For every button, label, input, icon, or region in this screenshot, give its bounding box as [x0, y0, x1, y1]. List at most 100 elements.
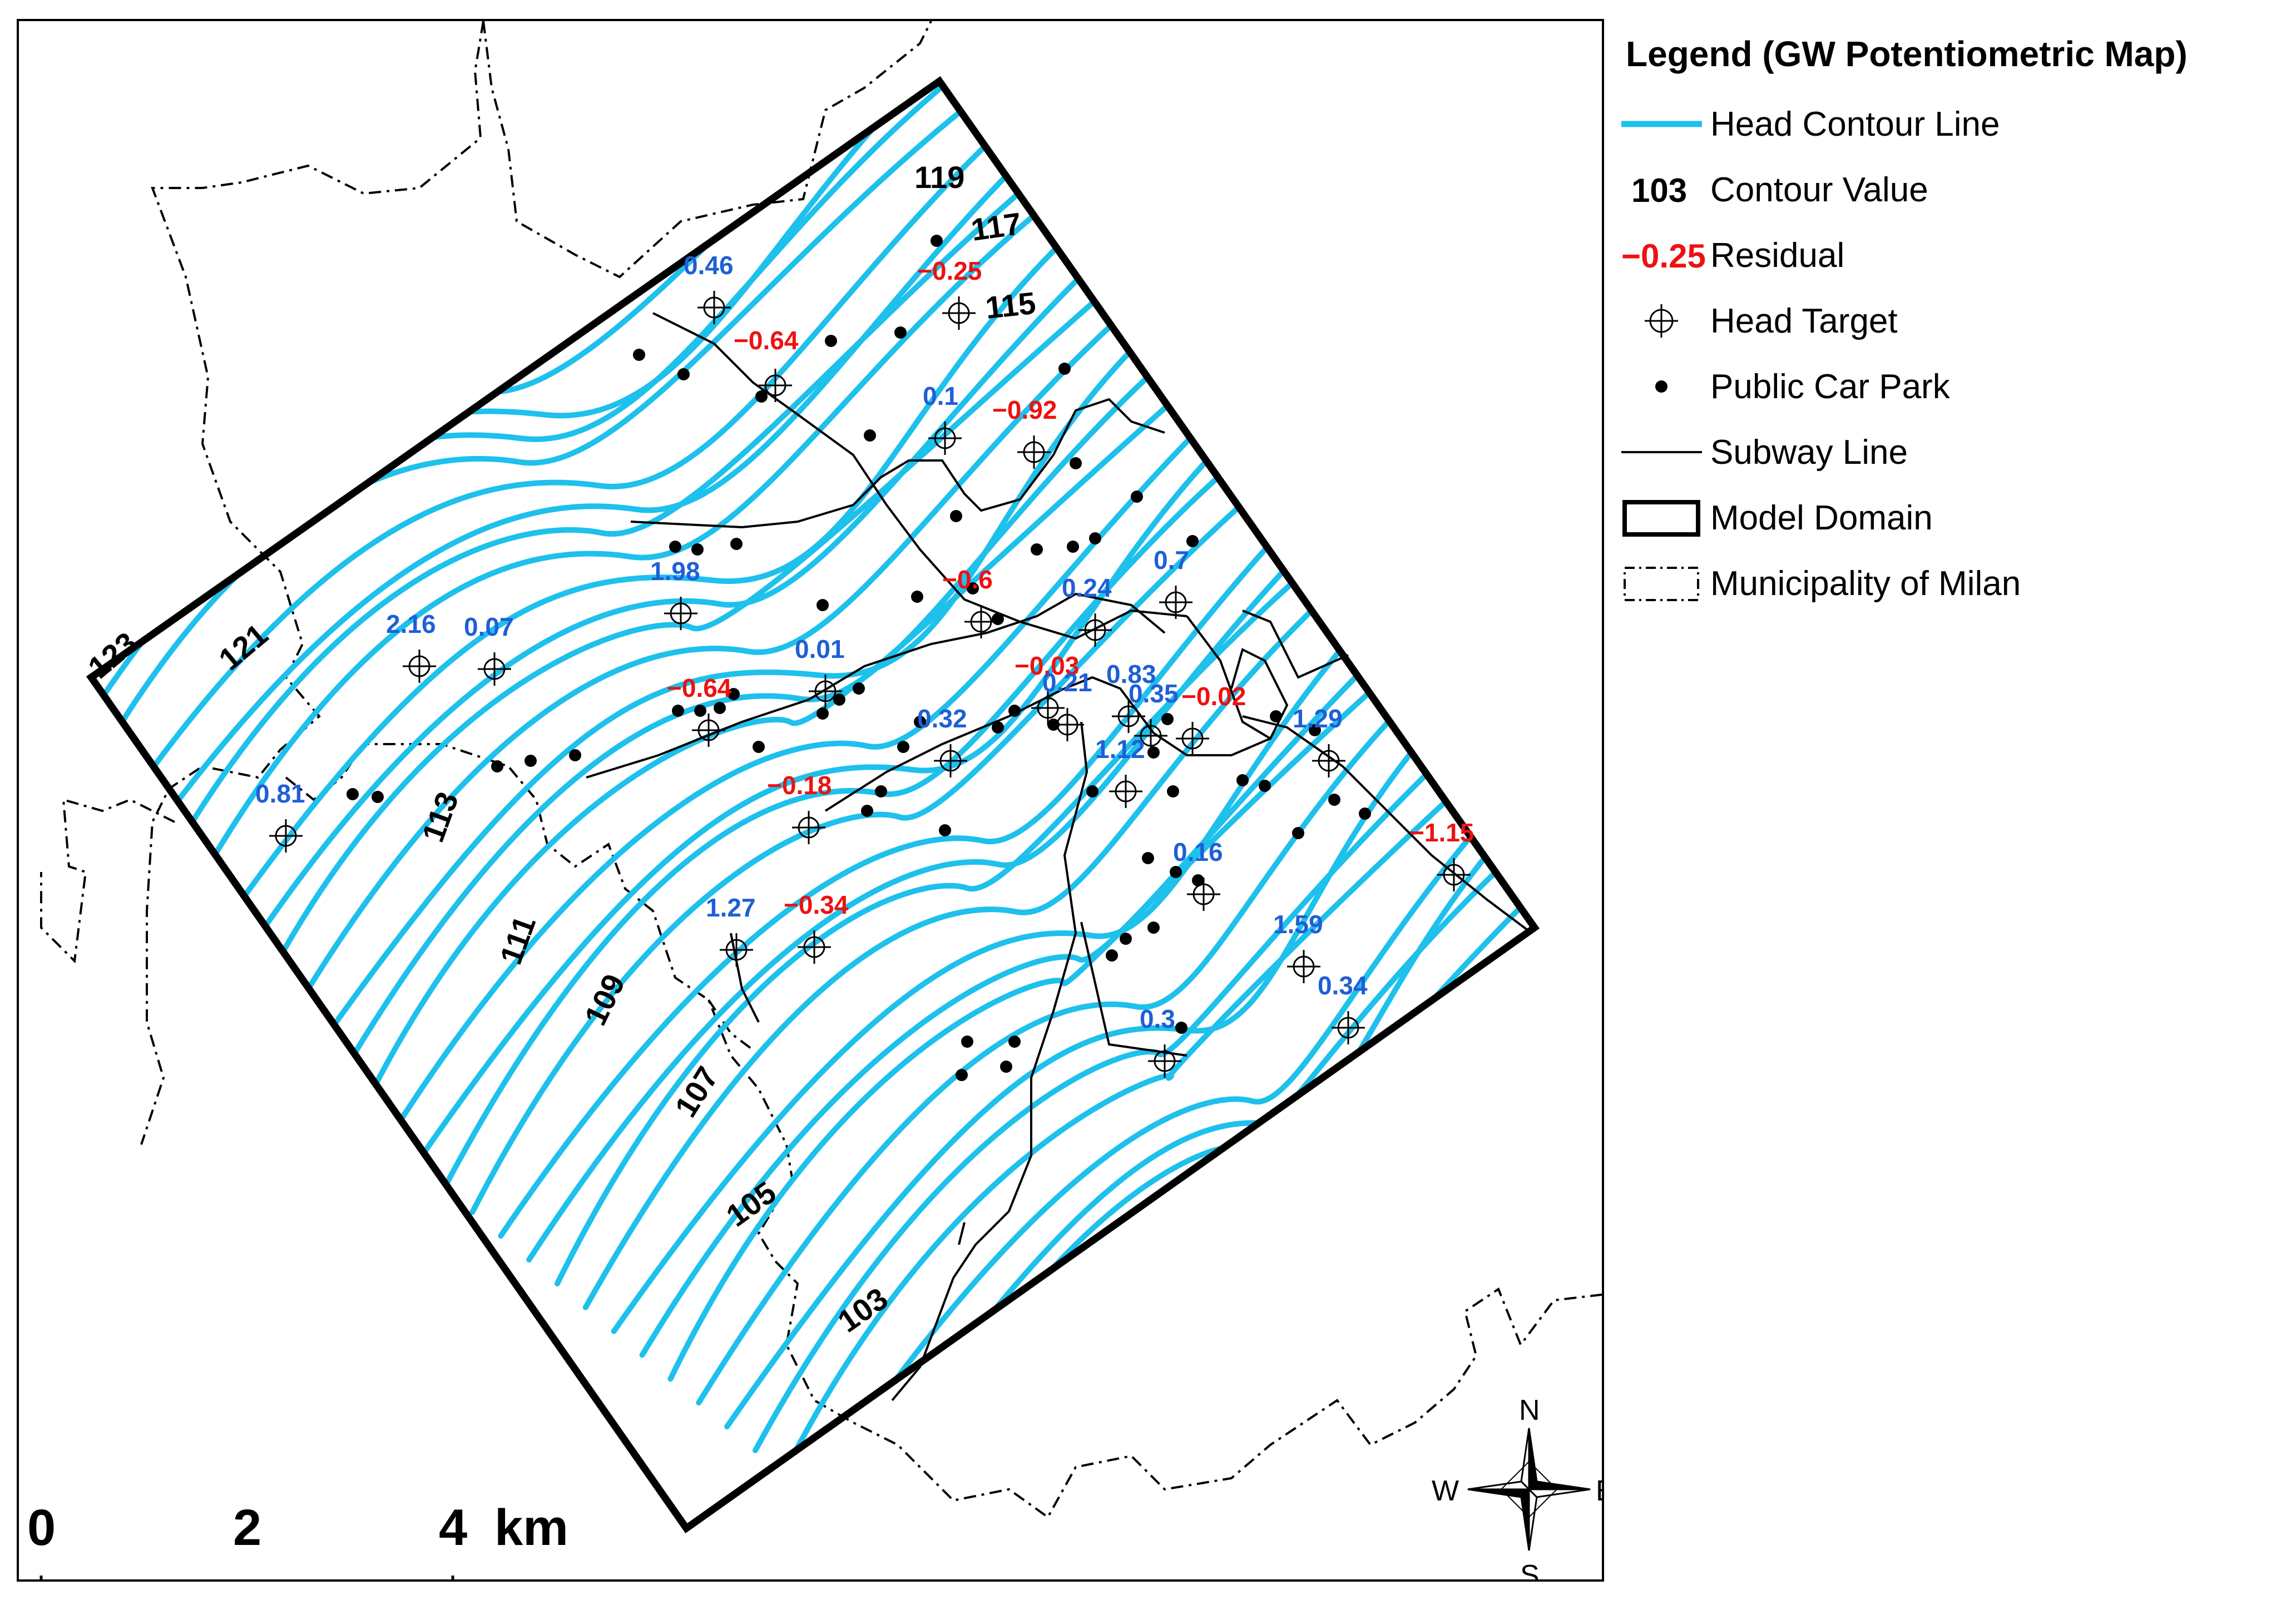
residual-label: 2.16 — [386, 610, 436, 638]
legend-item-subway-line: Subway Line — [1621, 419, 2289, 485]
public-car-park-dot — [950, 510, 962, 522]
head-contour-line — [667, 551, 1535, 1382]
public-car-park-dot — [1086, 785, 1098, 797]
residual-label: 0.16 — [1173, 838, 1223, 866]
head-contour-line — [780, 645, 1535, 1477]
head-contour-line — [328, 268, 1280, 1096]
public-car-park-dot — [1131, 491, 1143, 503]
public-car-park-dot — [1167, 785, 1179, 797]
head-target-icon — [1017, 435, 1051, 469]
legend-label: Subway Line — [1710, 433, 1908, 472]
public-car-park-dot — [1008, 705, 1021, 717]
public-car-park-dot — [1192, 874, 1204, 886]
public-car-park-dot — [939, 824, 951, 836]
legend: Legend (GW Potentiometric Map) Head Cont… — [1621, 33, 2289, 616]
head-target-icon — [1051, 708, 1084, 741]
public-car-park-dot — [1359, 808, 1371, 820]
head-target-icon — [692, 714, 725, 747]
residual-label: 0.24 — [1062, 573, 1112, 602]
public-car-park-dot — [372, 791, 384, 803]
public-car-park-dot — [730, 538, 743, 550]
head-contour-line — [130, 103, 1130, 929]
residual-label: 0.32 — [917, 704, 967, 733]
head-target-icon — [1187, 878, 1220, 911]
south-label: S — [1520, 1559, 1540, 1579]
public-car-park-dot — [1236, 774, 1249, 786]
public-car-park-dot — [1161, 713, 1174, 725]
public-car-park-dot — [817, 707, 829, 720]
head-contour-line — [809, 668, 1535, 1501]
public-car-park-dot — [967, 582, 979, 595]
residual-labels: 0.46 −0.25 −0.64 0.1 −0.92 1.98 2.16 0.07 0.7 −0.… — [255, 251, 1474, 1033]
residual-label: −0.18 — [767, 771, 832, 800]
head-contour-line — [243, 197, 1215, 1024]
head-contour-line — [186, 151, 1172, 977]
head-contour-line — [582, 480, 1473, 1310]
legend-item-contour-line: Head Contour Line — [1621, 91, 2289, 157]
contour-value-labels: 123 121 119 117 115 113 111 109 107 105 … — [81, 160, 1037, 1339]
legend-label: Head Contour Line — [1710, 105, 2000, 143]
head-target-icon — [269, 819, 303, 853]
public-car-park-dot — [911, 591, 923, 603]
public-car-park-dot — [864, 429, 876, 442]
head-target-icon — [1109, 775, 1142, 808]
public-car-park-dot — [1270, 710, 1282, 722]
public-car-park-dot — [1106, 949, 1118, 962]
scale-tick-4: 4 — [439, 1499, 467, 1556]
residual-label: 1.59 — [1273, 910, 1323, 939]
head-target-icon — [934, 744, 967, 777]
head-contour-line — [922, 762, 1535, 1528]
public-car-park-dot — [825, 335, 837, 347]
residual-label: −0.64 — [667, 673, 732, 702]
model-domain — [86, 76, 1540, 1534]
public-car-park-dot — [1070, 457, 1082, 469]
public-car-park-dot — [347, 788, 359, 800]
legend-label: Contour Value — [1710, 170, 1928, 209]
scale-unit: km — [494, 1499, 568, 1556]
legend-item-contour-value: 103 Contour Value — [1621, 157, 2289, 222]
residual-label: 1.12 — [1095, 735, 1145, 764]
public-car-park-dot — [1031, 543, 1043, 556]
public-car-park-dot — [1292, 827, 1304, 839]
head-contour-line — [215, 174, 1194, 1000]
model-domain-swatch — [1622, 500, 1700, 537]
head-contour-line — [639, 527, 1516, 1358]
public-car-park-dot — [1120, 933, 1132, 945]
head-target-icon — [792, 811, 825, 844]
head-target-icon — [809, 675, 842, 708]
public-car-park-dot — [992, 721, 1004, 734]
public-car-park-dot — [1008, 1036, 1021, 1048]
west-label: W — [1432, 1475, 1459, 1507]
legend-label: Model Domain — [1710, 498, 1933, 537]
head-contour-line — [469, 386, 1387, 1215]
head-contour-line — [413, 339, 1344, 1167]
residual-label: 1.29 — [1293, 704, 1343, 733]
residual-label: 0.07 — [464, 612, 514, 641]
head-target-icon — [1645, 304, 1678, 338]
public-car-park-dot — [956, 1069, 968, 1081]
public-car-park-dot — [833, 693, 845, 706]
head-contour-line — [102, 81, 1108, 905]
public-car-park-dot — [1259, 780, 1271, 792]
head-target-icon — [1134, 719, 1167, 752]
contour-label: 113 — [415, 787, 465, 846]
public-car-park-dot — [633, 349, 645, 361]
head-target-icon — [1148, 1044, 1181, 1078]
head-contour-line — [696, 574, 1535, 1406]
public-car-park-dot — [992, 613, 1004, 625]
head-targets — [269, 291, 1471, 1078]
residual-swatch: −0.25 — [1621, 237, 1706, 275]
map-frame: 123 121 119 117 115 113 111 109 107 105 … — [17, 19, 1604, 1582]
legend-item-head-target: Head Target — [1621, 288, 2289, 354]
head-contour-line — [159, 127, 1151, 953]
head-target-icon — [1112, 700, 1145, 733]
public-car-park-dot — [1147, 746, 1160, 759]
public-car-park-dot — [914, 716, 926, 728]
contour-label: 117 — [969, 206, 1023, 247]
north-label: N — [1519, 1394, 1540, 1426]
head-contour-line — [526, 433, 1430, 1263]
residual-label: 0.1 — [923, 382, 958, 410]
residual-label: −0.34 — [784, 890, 849, 919]
head-contour-line — [951, 786, 1535, 1528]
subway-line-swatch — [1621, 451, 1702, 453]
